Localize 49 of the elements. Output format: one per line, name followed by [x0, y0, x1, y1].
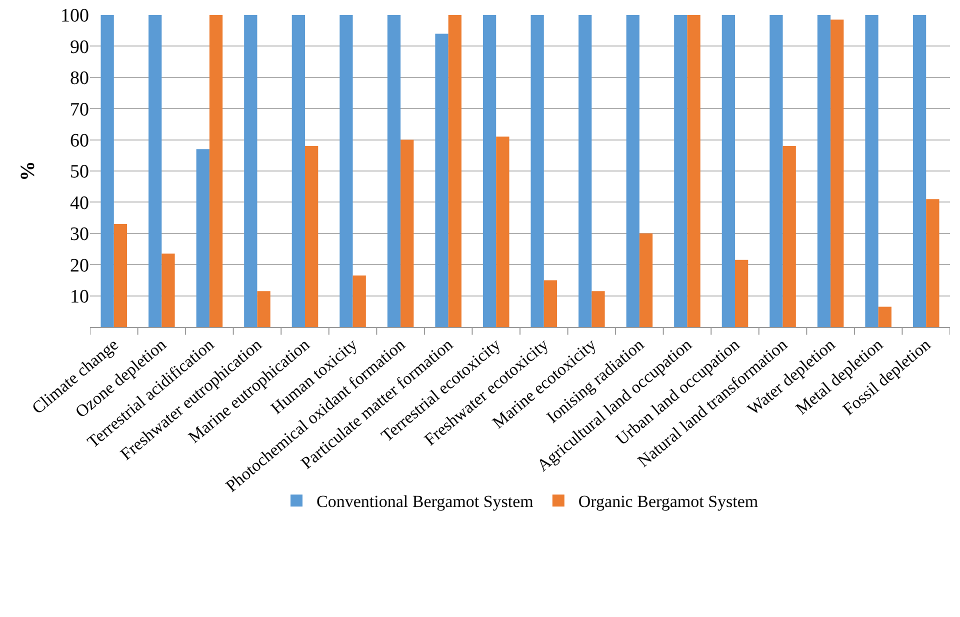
bar: [830, 20, 844, 327]
bar: [100, 15, 114, 327]
bar: [687, 15, 700, 327]
bar: [674, 15, 688, 327]
bar: [148, 15, 162, 327]
bar: [162, 254, 175, 327]
y-tick-label: 70: [70, 99, 89, 120]
y-axis-title: %: [17, 161, 39, 181]
bar: [244, 15, 258, 327]
y-tick-label: 30: [70, 224, 89, 246]
bar: [448, 15, 462, 327]
bar: [387, 15, 401, 327]
y-tick-label: 90: [70, 36, 89, 58]
bar: [578, 15, 592, 327]
bar: [435, 34, 448, 327]
bar: [639, 233, 653, 327]
bar: [196, 149, 210, 327]
bar: [305, 146, 318, 327]
y-tick-label: 10: [70, 286, 89, 308]
bar: [530, 15, 544, 327]
bar: [782, 146, 796, 327]
bar: [400, 140, 414, 327]
bar: [340, 15, 353, 327]
bar: [926, 199, 940, 327]
bar: [592, 291, 605, 327]
bar: [722, 15, 735, 327]
bar: [496, 136, 510, 327]
bar: [912, 15, 926, 327]
bar: [878, 306, 892, 327]
bar: [257, 291, 270, 327]
bar: [114, 224, 128, 327]
y-tick-label: 40: [70, 192, 89, 214]
bar: [482, 15, 496, 327]
bar: [865, 15, 878, 327]
y-tick-label: 50: [70, 162, 89, 183]
bar: [209, 15, 223, 327]
bar: [626, 15, 640, 327]
legend-label: Organic Bergamot System: [578, 492, 758, 512]
y-tick-label: 100: [60, 6, 89, 27]
bar: [292, 15, 305, 327]
bar: [770, 15, 783, 327]
y-tick-label: 60: [70, 130, 89, 152]
bar: [735, 260, 748, 327]
bar: [544, 280, 558, 327]
bar: [817, 15, 831, 327]
y-tick-label: 20: [70, 255, 89, 276]
bar: [352, 276, 366, 327]
legend-label: Conventional Bergamot System: [316, 492, 534, 512]
y-tick-label: 80: [70, 68, 89, 90]
